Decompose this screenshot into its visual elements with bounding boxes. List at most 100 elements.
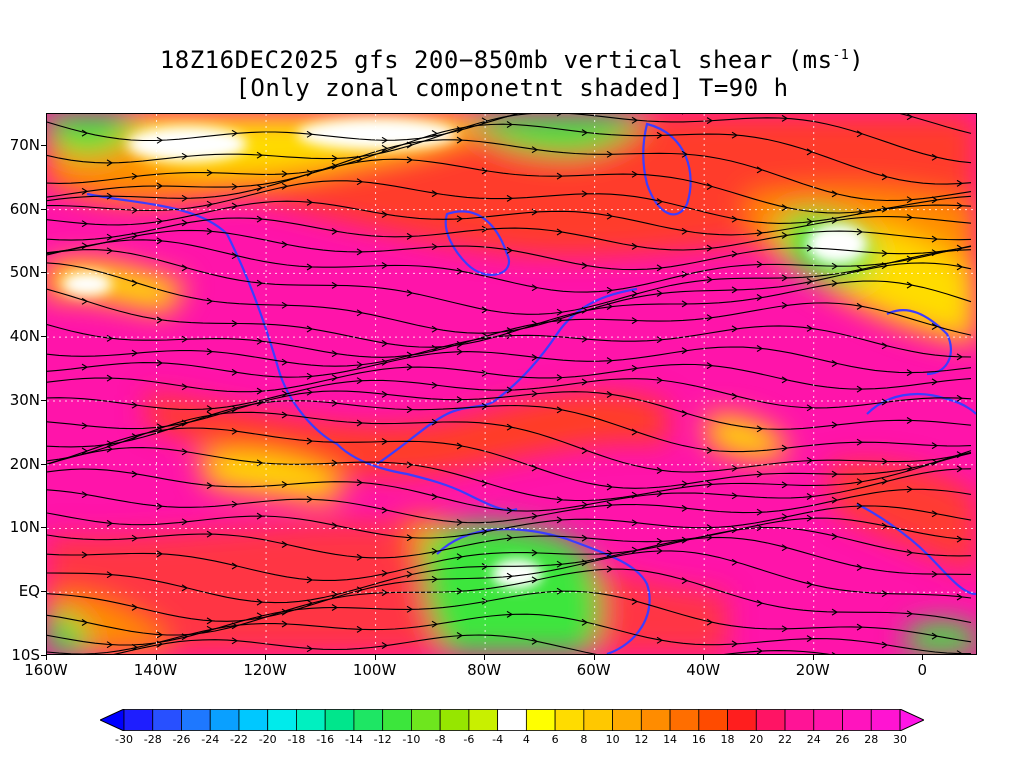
streamline — [47, 217, 972, 251]
streamline-arrow — [531, 576, 539, 584]
streamline-arrow — [831, 470, 839, 478]
streamline-arrow — [656, 131, 664, 139]
streamline-arrow — [631, 290, 639, 298]
streamline-arrow — [81, 220, 89, 228]
colorbar-segment — [468, 709, 499, 731]
streamline-arrow — [756, 599, 764, 607]
streamline-arrow — [731, 250, 739, 258]
colorbar-label: -18 — [287, 733, 306, 746]
streamline-arrow — [406, 156, 414, 164]
streamline-arrow — [331, 590, 339, 598]
colorbar-label: 12 — [634, 733, 649, 746]
streamline-arrow — [281, 358, 289, 366]
streamline — [47, 447, 972, 502]
streamline-arrow — [156, 631, 164, 639]
longitude-tick — [703, 655, 705, 660]
streamline — [47, 536, 972, 604]
streamline-arrow — [456, 136, 464, 144]
streamline-arrow — [656, 336, 664, 344]
streamline-arrow — [531, 637, 539, 645]
streamline — [47, 411, 972, 473]
streamline-arrow — [206, 411, 214, 419]
streamline-arrow — [706, 183, 714, 190]
streamline-arrow — [106, 374, 114, 382]
streamline-arrow — [831, 190, 839, 198]
streamline-arrow — [231, 427, 239, 435]
colorbar-label: 20 — [749, 733, 764, 746]
streamline — [47, 325, 972, 367]
colorbar-max-extension — [899, 709, 924, 731]
streamline-arrow — [181, 584, 189, 592]
streamline-arrow — [81, 242, 89, 250]
streamline-arrow — [531, 146, 539, 154]
streamline-arrow — [406, 570, 414, 578]
streamline-arrow — [656, 264, 664, 272]
streamline-arrow — [531, 390, 539, 398]
streamline-arrow — [506, 194, 514, 202]
streamline-arrow — [856, 438, 864, 446]
streamline-arrow — [881, 641, 889, 649]
streamline — [47, 505, 972, 539]
streamline-arrow — [731, 640, 739, 648]
streamline-arrow — [906, 114, 914, 121]
streamline-arrow — [131, 470, 139, 478]
streamline-arrow — [956, 593, 964, 601]
longitude-label: 100W — [352, 661, 397, 679]
streamline-arrow — [856, 228, 864, 236]
streamline-arrow — [681, 347, 689, 355]
streamline-arrow — [856, 302, 864, 310]
streamline-arrow — [181, 152, 189, 160]
streamline-arrow — [631, 428, 639, 436]
streamline — [47, 302, 972, 358]
latitude-label: EQ — [18, 582, 40, 601]
longitude-label: 120W — [243, 661, 287, 679]
streamline-arrow — [706, 276, 714, 284]
colorbar-segment — [267, 709, 297, 731]
longitude-label: 160W — [24, 661, 68, 679]
colorbar-segment — [583, 709, 613, 731]
colorbar-label: -22 — [229, 733, 248, 746]
streamline-arrow — [706, 480, 714, 488]
streamline-arrow — [556, 308, 564, 316]
streamline-arrow — [806, 244, 814, 252]
streamline-arrow — [681, 504, 689, 512]
streamline-arrow — [406, 232, 414, 240]
streamline-arrow — [781, 544, 789, 552]
streamline-arrow — [431, 190, 439, 198]
streamline-arrow — [531, 464, 539, 472]
latitude-tick — [41, 463, 46, 465]
streamline-arrow — [131, 534, 139, 542]
streamline — [47, 200, 972, 236]
colorbar-segment — [238, 709, 269, 731]
streamline-arrow — [481, 528, 489, 535]
longitude-tick — [922, 655, 924, 660]
streamline — [47, 468, 972, 512]
longitude-tick — [155, 655, 157, 660]
streamline-arrow — [356, 248, 364, 256]
streamline-arrow — [106, 440, 114, 448]
streamline-arrow — [581, 378, 589, 386]
streamline-arrow — [831, 533, 839, 540]
streamline — [47, 114, 972, 164]
streamline-arrow — [156, 217, 164, 225]
colorbar-min-extension — [100, 709, 125, 731]
streamline-arrow — [481, 369, 489, 377]
latitude-label: 20N — [9, 454, 40, 473]
streamline-arrow — [656, 547, 664, 555]
longitude-label: 80W — [467, 661, 502, 679]
streamline-arrow — [206, 200, 214, 208]
streamline-arrow — [81, 297, 89, 305]
streamline-arrow — [331, 227, 339, 235]
streamline-arrow — [581, 335, 589, 343]
streamline-arrow — [556, 516, 564, 524]
streamline-arrow — [131, 206, 139, 214]
streamline-arrow — [556, 560, 564, 568]
streamline-arrow — [731, 492, 739, 500]
streamline-arrow — [656, 289, 664, 297]
latitude-label: 30N — [9, 390, 40, 409]
streamline-arrow — [156, 359, 164, 367]
streamline-arrow — [156, 237, 164, 245]
longitude-tick — [484, 655, 486, 660]
streamline-arrow — [431, 130, 439, 137]
streamline-arrow — [656, 636, 664, 644]
